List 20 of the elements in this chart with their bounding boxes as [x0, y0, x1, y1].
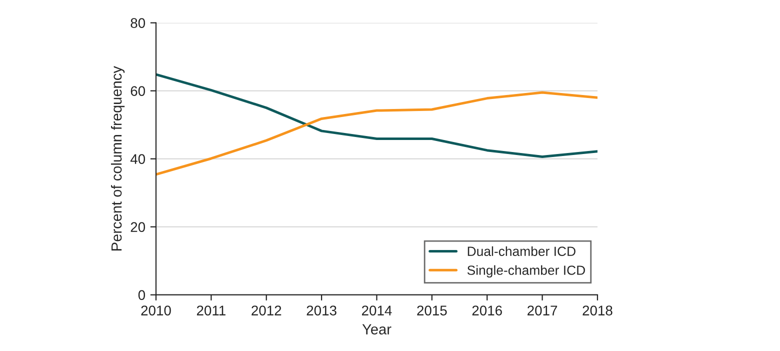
- line-series: [156, 73, 598, 158]
- y-axis-title: Percent of column frequency: [110, 66, 125, 250]
- legend-label: Single-chamber ICD: [467, 265, 585, 278]
- y-tick-label: 20: [130, 222, 146, 232]
- y-tick-label: 40: [130, 154, 146, 164]
- x-tick-label: 2013: [306, 306, 336, 316]
- x-tick-label: 2010: [141, 306, 171, 316]
- x-tick-label: 2018: [582, 306, 612, 316]
- legend-label: Dual-chamber ICD: [468, 246, 576, 256]
- x-tick-label: 2014: [362, 306, 392, 316]
- y-tick-label: 60: [130, 86, 146, 96]
- y-tick-label: 0: [138, 290, 146, 300]
- y-tick-label: 80: [130, 18, 146, 28]
- x-tick-label: 2012: [252, 306, 282, 316]
- x-axis-title: Year: [362, 324, 392, 334]
- x-tick-label: 2011: [196, 306, 226, 316]
- line-series: [156, 91, 598, 176]
- x-tick-label: 2015: [417, 306, 447, 316]
- x-tick-label: 2016: [472, 306, 502, 316]
- x-tick-label: 2017: [528, 306, 558, 316]
